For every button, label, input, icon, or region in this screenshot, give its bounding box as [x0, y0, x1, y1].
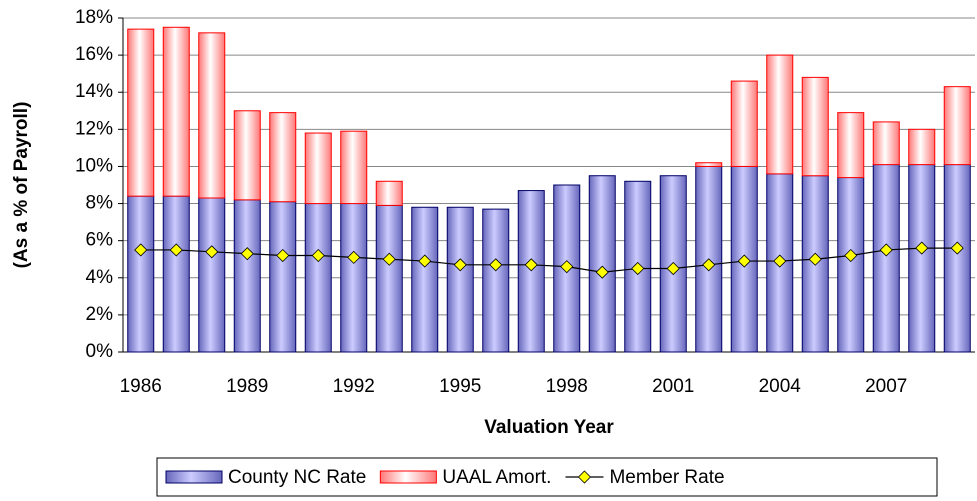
marker [382, 252, 396, 266]
legend-marker [577, 470, 592, 484]
y-tick-label: 8% [86, 193, 114, 214]
bar [304, 132, 332, 205]
bar [482, 208, 510, 353]
marker [347, 250, 361, 264]
marker [240, 247, 254, 261]
marker [844, 248, 858, 263]
y-tick-label: 12% [75, 118, 113, 139]
marker [737, 254, 751, 268]
y-tick-label: 4% [86, 267, 114, 288]
bar [801, 76, 829, 177]
bar [269, 201, 297, 353]
bar [162, 195, 190, 353]
bar [340, 130, 368, 205]
bar [695, 162, 723, 167]
x-tick-label: 1986 [120, 376, 162, 397]
y-tick-label: 2% [86, 304, 114, 325]
x-tick-label: 1998 [546, 376, 588, 397]
bar [837, 177, 865, 353]
marker [950, 241, 964, 255]
bar [198, 197, 226, 353]
y-axis-title: (As a % of Payroll) [11, 102, 32, 269]
bar [340, 203, 368, 353]
marker [205, 245, 219, 259]
x-axis-title: Valuation Year [484, 417, 614, 438]
legend-swatch [379, 470, 437, 484]
y-tick-label: 16% [75, 44, 113, 65]
marker [702, 258, 716, 272]
x-tick-label: 2004 [759, 376, 802, 397]
bar [233, 199, 261, 353]
marker [134, 243, 148, 257]
bar [269, 112, 297, 203]
bar [872, 164, 900, 353]
marker [666, 261, 680, 276]
x-tick-label: 1995 [439, 376, 481, 397]
marker [453, 258, 467, 272]
y-tick-label: 0% [86, 341, 114, 362]
bar [233, 110, 261, 201]
bar [943, 164, 971, 353]
marker [560, 260, 574, 274]
bar [517, 190, 545, 353]
bar [411, 206, 439, 353]
line [140, 247, 958, 273]
marker [169, 243, 183, 257]
bar [198, 32, 226, 199]
y-tick-label: 18% [75, 7, 113, 28]
marker [631, 261, 645, 276]
bar [872, 121, 900, 166]
marker [276, 248, 290, 263]
y-tick-label: 6% [86, 230, 114, 251]
marker [879, 243, 893, 257]
y-tick-label: 10% [75, 155, 113, 176]
marker [595, 265, 609, 279]
x-tick-label: 1989 [226, 376, 268, 397]
bar [766, 54, 794, 175]
bar [943, 86, 971, 166]
marker [524, 258, 538, 272]
marker [311, 248, 325, 263]
bar [162, 26, 190, 197]
marker [418, 254, 432, 268]
x-tick-label: 2007 [865, 376, 907, 397]
bar [837, 112, 865, 179]
legend-box [156, 457, 938, 497]
bar [375, 204, 403, 353]
x-tick-label: 1992 [333, 376, 375, 397]
bar [375, 180, 403, 206]
marker [915, 241, 929, 255]
legend-label: County NC Rate [228, 467, 366, 488]
bar [588, 175, 616, 353]
legend-label: Member Rate [609, 467, 724, 488]
bar [908, 128, 936, 166]
bar [908, 164, 936, 353]
bar [304, 203, 332, 353]
legend-swatch [165, 470, 223, 484]
bar [127, 195, 155, 353]
marker [808, 252, 822, 266]
bar [730, 80, 758, 167]
bar [446, 206, 474, 353]
marker [773, 254, 787, 268]
legend-label: UAAL Amort. [442, 467, 551, 488]
marker [489, 258, 503, 272]
y-tick-label: 14% [75, 81, 113, 102]
bar [127, 28, 155, 197]
x-tick-label: 2001 [652, 376, 694, 397]
